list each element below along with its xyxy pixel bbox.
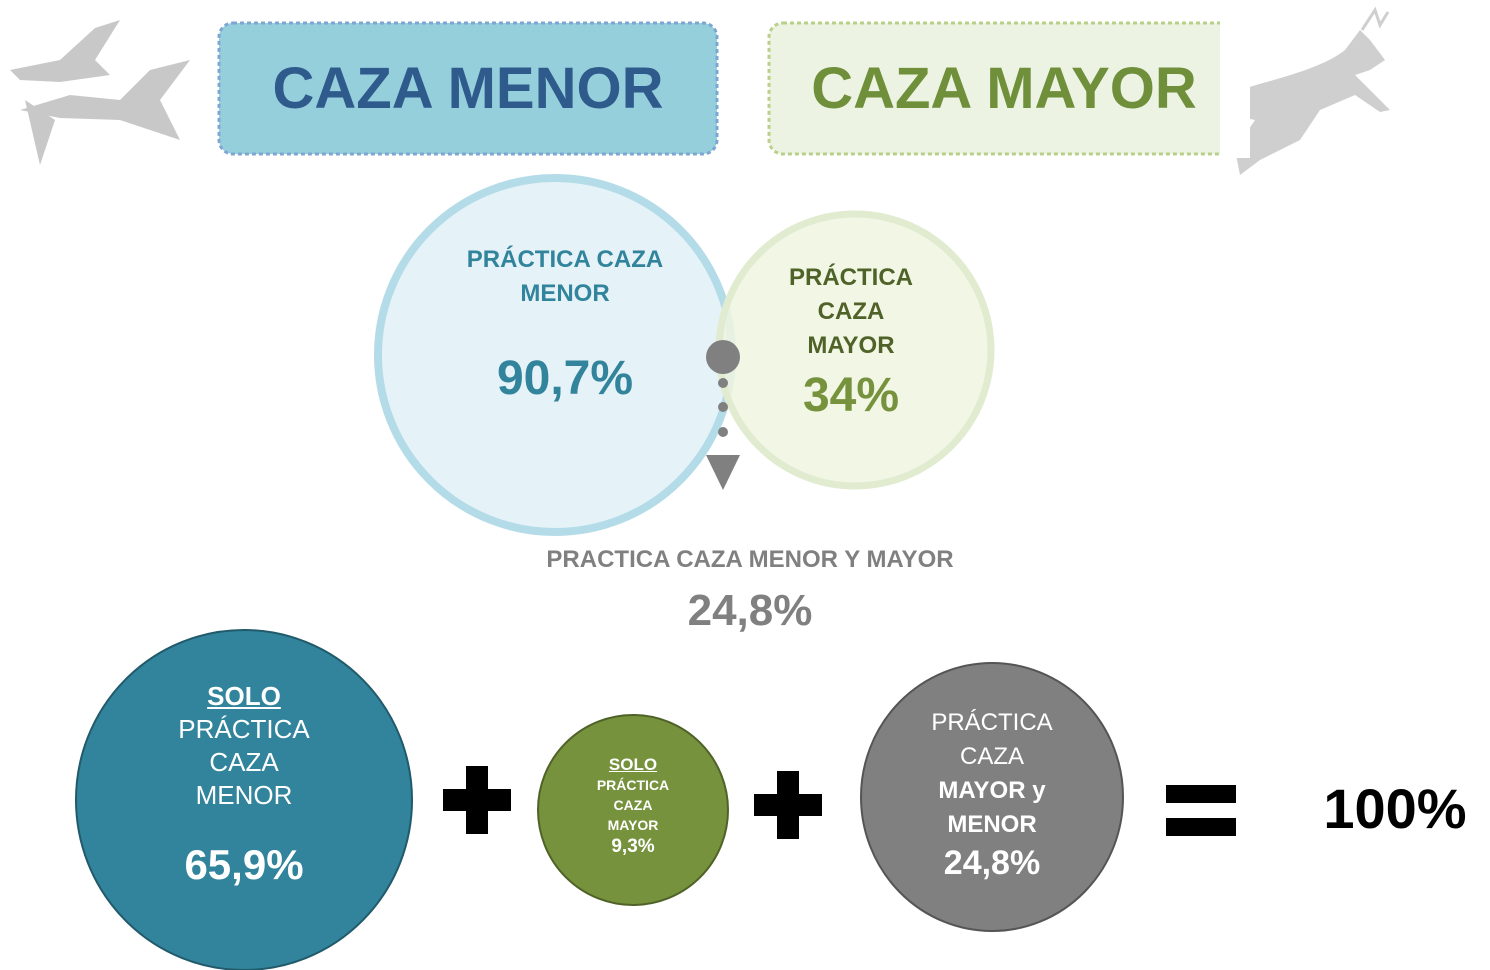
solo-mayor-value: 9,3% xyxy=(583,837,683,857)
ambas-text: PRÁCTICA CAZA MAYOR y MENOR 24,8% xyxy=(912,706,1072,884)
ambas-bold-label: MAYOR y MENOR xyxy=(922,774,1062,842)
solo-mayor-label: PRÁCTICA CAZA MAYOR xyxy=(588,775,678,835)
birds-icon xyxy=(10,20,190,165)
overlap-value: 24,8% xyxy=(600,580,900,642)
solo-menor-text: SOLO PRÁCTICA CAZA MENOR 65,9% xyxy=(144,680,344,881)
venn-mayor-value: 34% xyxy=(751,362,951,429)
plus-sign xyxy=(443,766,511,834)
venn-menor-label: PRÁCTICA CAZA MENOR xyxy=(440,243,690,310)
solo-mayor-text: SOLO PRÁCTICA CAZA MAYOR 9,3% xyxy=(583,755,683,857)
infographic: {"header": {"left_title": "CAZA MENOR", … xyxy=(0,0,1490,970)
page: Caza menor y mayor html, body { margin: … xyxy=(0,0,1490,970)
ambas-value: 24,8% xyxy=(912,842,1072,884)
plus-sign xyxy=(754,771,822,839)
equals-sign xyxy=(1166,785,1236,836)
deer-icon xyxy=(1232,10,1390,175)
left-title: CAZA MENOR xyxy=(219,23,717,154)
overlap-label: PRACTICA CAZA MENOR Y MAYOR xyxy=(450,543,1050,577)
right-title: CAZA MAYOR xyxy=(769,23,1239,154)
ambas-label: PRÁCTICA CAZA xyxy=(922,706,1062,774)
solo-menor-prefix: SOLO xyxy=(144,680,344,713)
solo-mayor-prefix: SOLO xyxy=(583,755,683,775)
solo-menor-label: PRÁCTICA CAZA MENOR xyxy=(159,713,329,812)
solo-menor-value: 65,9% xyxy=(144,848,344,881)
venn-mayor-label: PRÁCTICA CAZA MAYOR xyxy=(781,261,921,363)
total-value: 100% xyxy=(1300,770,1490,848)
venn-menor-value: 90,7% xyxy=(440,345,690,412)
